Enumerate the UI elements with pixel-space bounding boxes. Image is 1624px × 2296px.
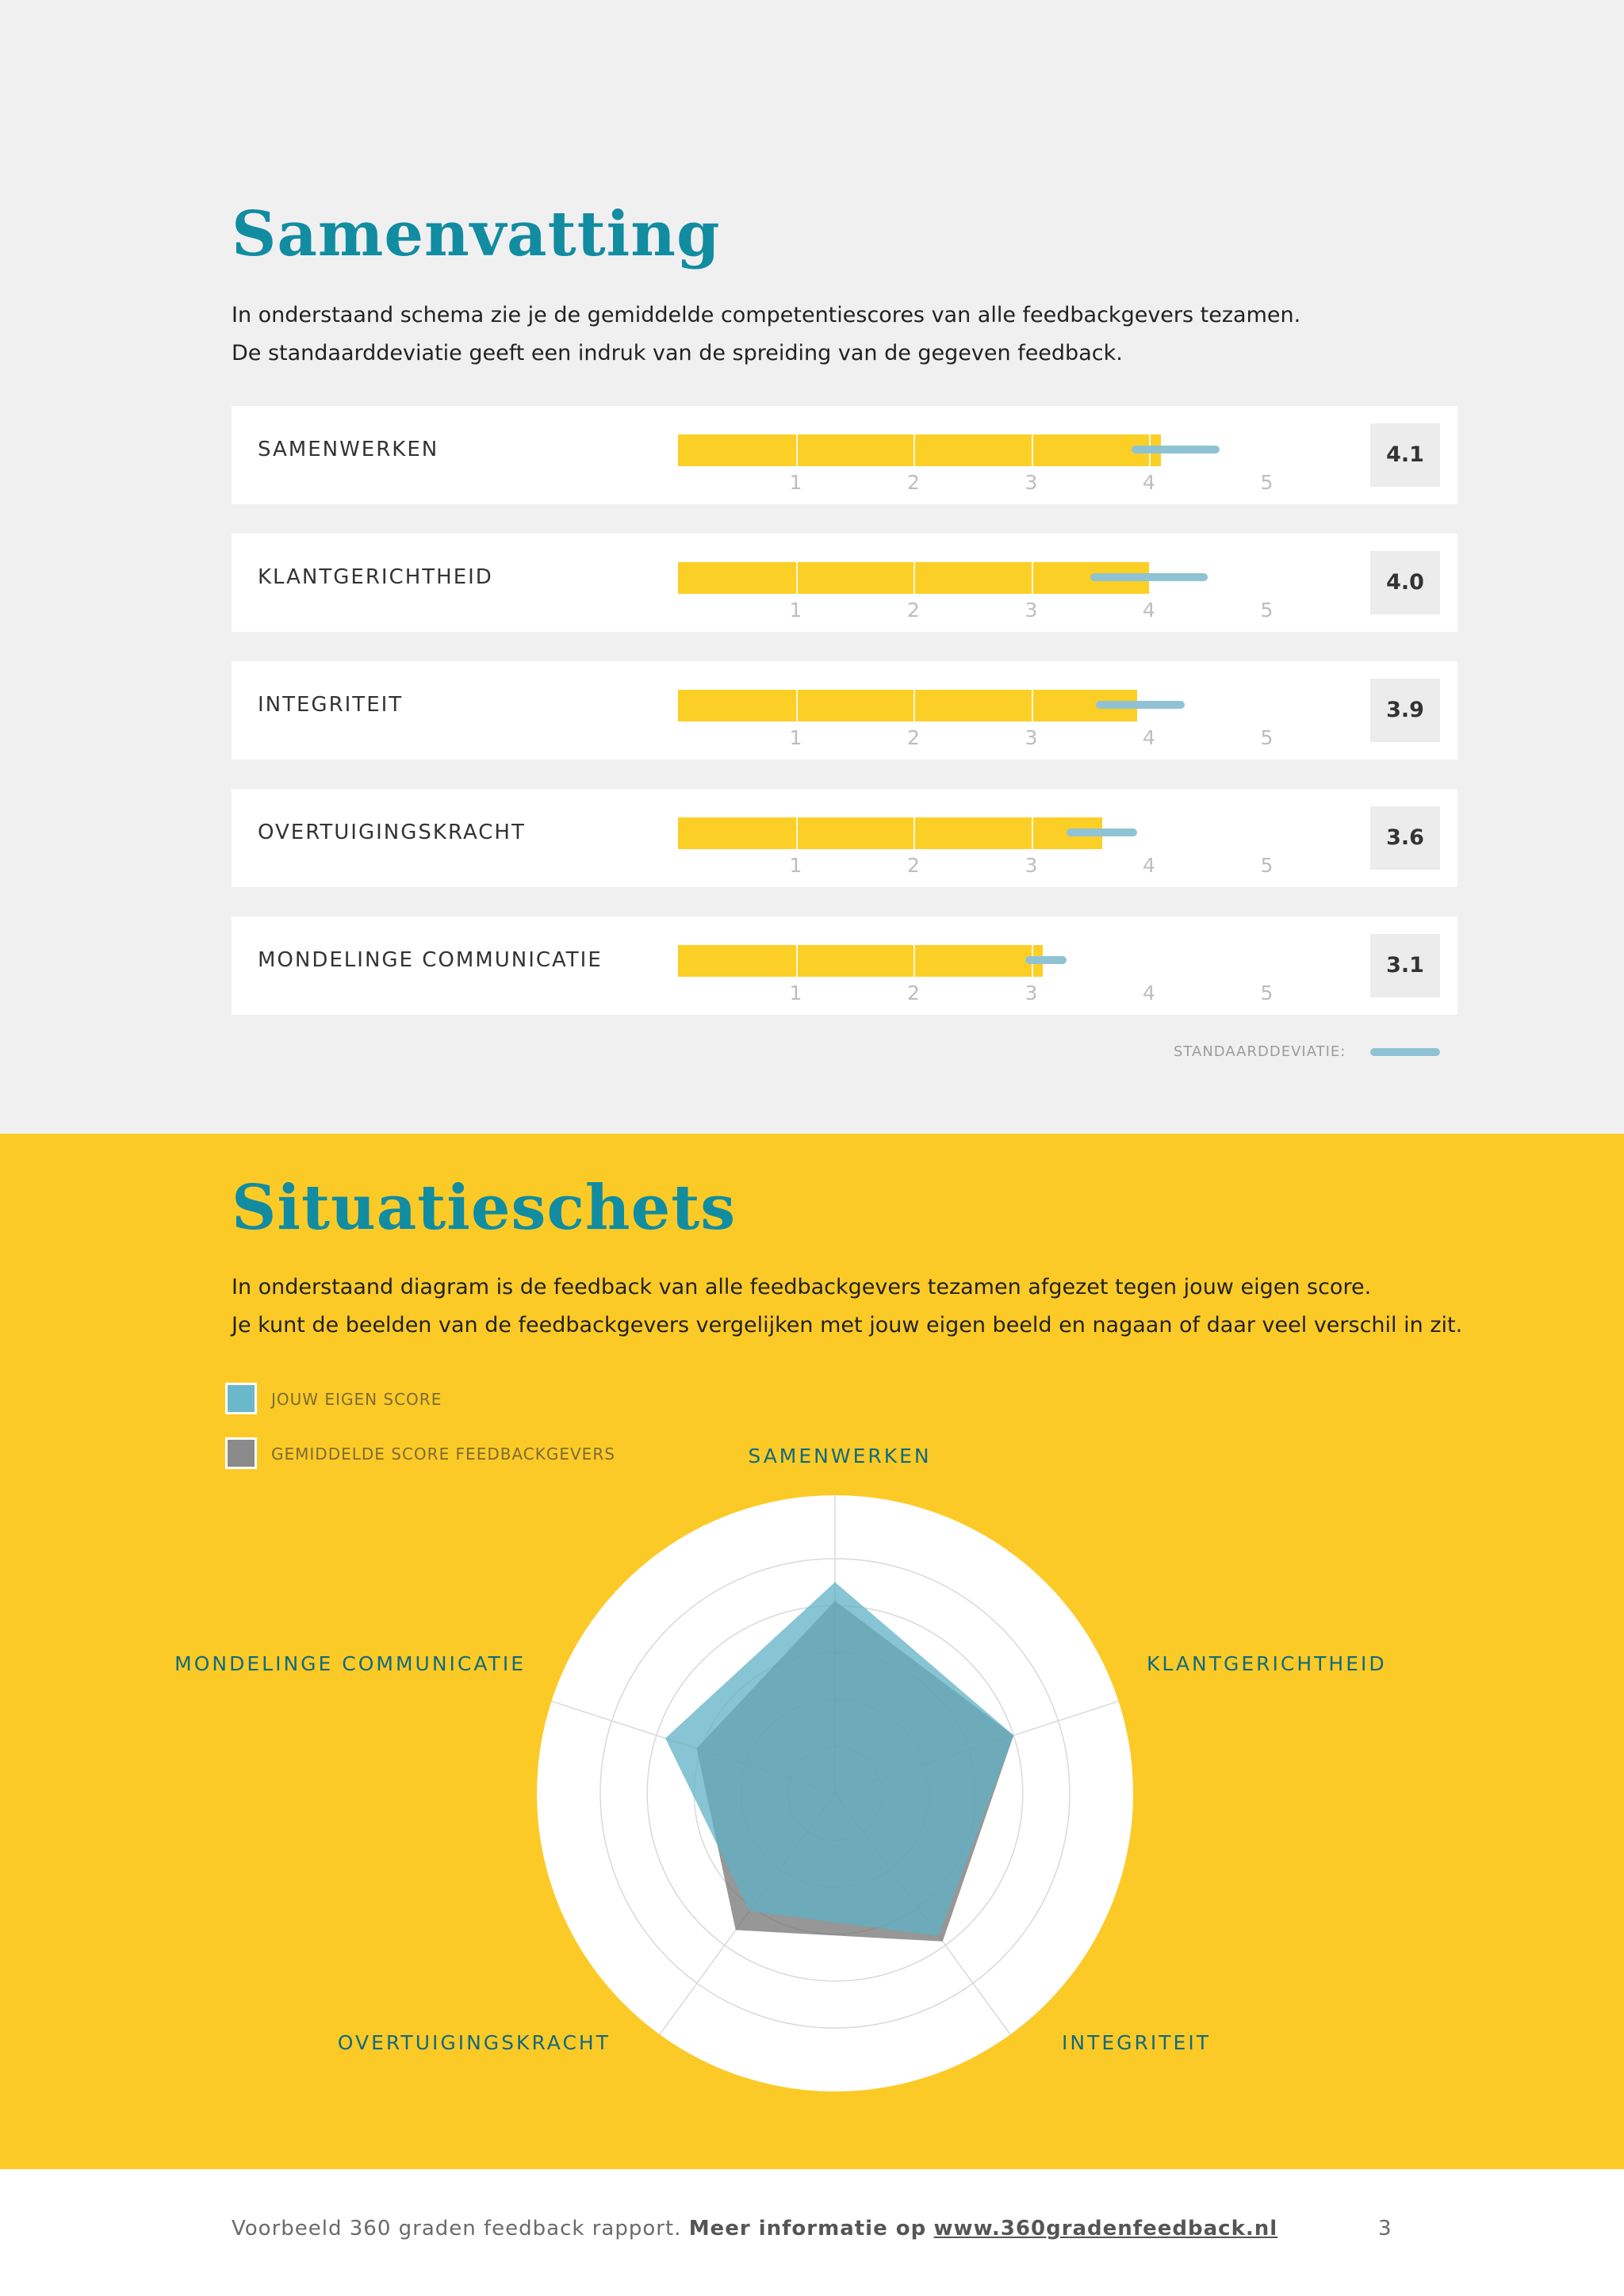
competency-label: INTEGRITEIT	[258, 693, 404, 717]
score-track: 1 2 3 4 5	[678, 562, 1273, 622]
scale-tick: 3	[1025, 471, 1038, 494]
sd-indicator	[1131, 446, 1220, 453]
scale-tick: 5	[1260, 854, 1274, 877]
radar-axis-label: KLANTGERICHTHEID	[1147, 1652, 1387, 1675]
competency-label: OVERTUIGINGSKRACHT	[258, 821, 526, 844]
scale-tick: 1	[789, 726, 802, 749]
score-row: KLANTGERICHTHEID 1 2 3 4 5 4.0	[232, 534, 1457, 632]
sd-legend-label: STANDAARDDEVIATIE:	[1174, 1043, 1346, 1060]
radar-axis-label: MONDELINGE COMMUNICATIE	[174, 1652, 526, 1675]
scale-tick: 3	[1025, 854, 1038, 877]
score-track: 1 2 3 4 5	[678, 945, 1273, 1004]
score-bar	[678, 817, 1102, 849]
radar-chart: SAMENWERKEN KLANTGERICHTHEID INTEGRITEIT OV…	[174, 1445, 1387, 2091]
bar-gridline	[795, 945, 798, 977]
scale-tick: 4	[1143, 982, 1155, 1004]
scale-tick: 2	[907, 726, 920, 749]
bar-gridline	[914, 690, 915, 721]
bar-gridline	[1031, 562, 1033, 594]
legend-avg-swatch	[225, 1437, 257, 1469]
summary-intro-line2: De standaarddeviatie geeft een indruk va…	[232, 341, 1123, 365]
scale-tick: 4	[1143, 726, 1155, 749]
scale-tick: 1	[789, 982, 802, 1004]
score-value: 4.0	[1370, 551, 1440, 614]
scale-tick: 4	[1143, 599, 1155, 622]
scale-tick: 4	[1143, 854, 1155, 877]
bar-gridline	[795, 562, 798, 594]
scale-tick: 3	[1025, 599, 1038, 622]
bar-gridline	[914, 817, 915, 849]
summary-intro: In onderstaand schema zie je de gemiddel…	[232, 297, 1300, 373]
bar-gridline	[795, 434, 798, 466]
situation-title: Situatieschets	[232, 1172, 737, 1244]
scale-tick: 3	[1025, 726, 1038, 749]
scale-tick: 2	[907, 854, 920, 877]
radar-axis-label: INTEGRITEIT	[1062, 2031, 1211, 2054]
score-row: SAMENWERKEN 1 2 3 4 5 4.1	[232, 406, 1457, 504]
scale-tick: 2	[907, 471, 920, 494]
page-number: 3	[1378, 2217, 1392, 2241]
score-bar	[678, 434, 1161, 466]
legend-avg-label: GEMIDDELDE SCORE FEEDBACKGEVERS	[271, 1445, 615, 1464]
sd-indicator	[1090, 573, 1208, 581]
score-row: OVERTUIGINGSKRACHT 1 2 3 4 5 3.6	[232, 789, 1457, 887]
bar-gridline	[914, 434, 915, 466]
scale-tick: 5	[1260, 982, 1274, 1004]
scale-tick: 3	[1025, 982, 1038, 1004]
score-row: INTEGRITEIT 1 2 3 4 5 3.9	[232, 661, 1457, 760]
competency-label: MONDELINGE COMMUNICATIE	[258, 948, 603, 972]
legend-own-swatch	[225, 1383, 257, 1414]
bar-gridline	[1031, 434, 1033, 466]
radar-series-own	[665, 1582, 1014, 1936]
summary-intro-line1: In onderstaand schema zie je de gemiddel…	[232, 303, 1301, 327]
legend-own-label: JOUW EIGEN SCORE	[271, 1390, 442, 1409]
scale-tick: 1	[789, 854, 802, 877]
scale-tick: 2	[907, 982, 920, 1004]
situation-intro: In onderstaand diagram is de feedback va…	[232, 1269, 1462, 1345]
bar-gridline	[1031, 690, 1033, 721]
score-bar	[678, 945, 1044, 977]
sd-legend-line	[1370, 1048, 1440, 1056]
scale-tick: 2	[907, 599, 920, 622]
bar-gridline	[914, 562, 915, 594]
scale-tick: 5	[1260, 471, 1274, 494]
summary-title: Samenvatting	[232, 198, 721, 270]
footer-more: Meer informatie op	[688, 2217, 927, 2241]
scale-tick: 5	[1260, 599, 1274, 622]
bar-gridline	[914, 945, 915, 977]
score-bar	[678, 690, 1138, 721]
scale-tick: 4	[1143, 471, 1155, 494]
bar-gridline	[795, 690, 798, 721]
scale-tick: 5	[1260, 726, 1274, 749]
score-track: 1 2 3 4 5	[678, 690, 1273, 749]
score-track: 1 2 3 4 5	[678, 434, 1273, 494]
footer	[0, 2169, 1624, 2296]
competency-label: SAMENWERKEN	[258, 438, 439, 461]
score-value: 3.6	[1370, 806, 1440, 870]
footer-note: Voorbeeld 360 graden feedback rapport.	[232, 2217, 682, 2241]
competency-label: KLANTGERICHTHEID	[258, 565, 493, 589]
radar-axis-label: SAMENWERKEN	[748, 1445, 931, 1468]
footer-link[interactable]: www.360gradenfeedback.nl	[933, 2217, 1278, 2241]
bar-gridline	[795, 817, 798, 849]
score-track: 1 2 3 4 5	[678, 817, 1273, 877]
score-value: 3.1	[1370, 934, 1440, 997]
situation-intro-line2: Je kunt de beelden van de feedbackgevers…	[232, 1313, 1463, 1337]
scale-tick: 1	[789, 471, 802, 494]
sd-indicator	[1025, 956, 1067, 964]
score-value: 3.9	[1370, 679, 1440, 742]
footer-text: Voorbeeld 360 graden feedback rapport. M…	[232, 2217, 1277, 2241]
scale-tick: 1	[789, 599, 802, 622]
sd-indicator	[1067, 828, 1138, 836]
situation-intro-line1: In onderstaand diagram is de feedback va…	[232, 1275, 1372, 1299]
score-row: MONDELINGE COMMUNICATIE 1 2 3 4 5 3.1	[232, 916, 1457, 1015]
score-value: 4.1	[1370, 423, 1440, 487]
sd-indicator	[1096, 701, 1185, 709]
bar-gridline	[1031, 817, 1033, 849]
radar-axis-label: OVERTUIGINGSKRACHT	[338, 2031, 611, 2054]
